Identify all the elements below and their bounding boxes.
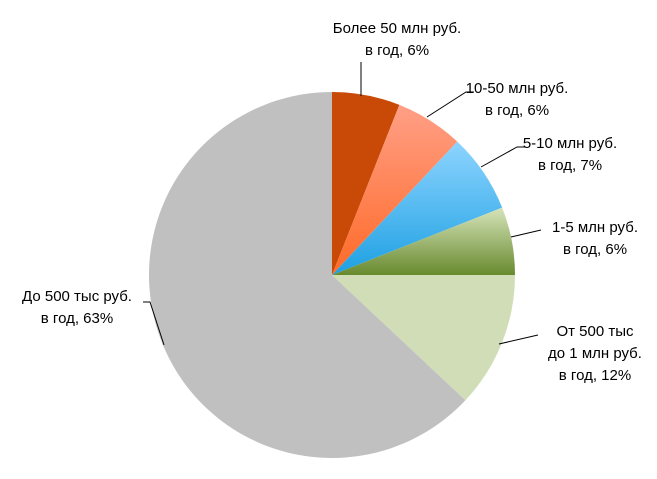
data-label-line: До 500 тыс руб. <box>22 288 132 305</box>
leader-line <box>498 334 539 345</box>
data-label-line: Более 50 млн руб. <box>333 20 461 37</box>
leader-line <box>480 146 525 168</box>
data-label: До 500 тыс руб. в год, 63% <box>22 288 132 327</box>
data-label: Более 50 млн руб. в год, 6% <box>333 20 461 59</box>
pie-slice <box>332 92 400 275</box>
data-label-line: 1-5 млн руб. <box>552 219 638 236</box>
data-label-line: 10-50 млн руб. <box>466 80 569 97</box>
data-label-line: в год, 63% <box>41 310 113 327</box>
data-label-line: в год, 7% <box>538 157 602 174</box>
leader-line <box>510 229 542 238</box>
leader-line <box>426 91 474 118</box>
data-label-line: в год, 6% <box>563 241 627 258</box>
data-label: 5-10 млн руб. в год, 7% <box>523 135 617 174</box>
data-label: От 500 тыс до 1 млн руб. в год, 12% <box>548 323 642 384</box>
data-label-line: От 500 тыс <box>556 323 634 340</box>
data-label-line: в год, 12% <box>559 367 631 384</box>
pie-slice <box>332 104 458 275</box>
leader-line <box>143 301 165 346</box>
data-label: 1-5 млн руб. в год, 6% <box>552 219 638 258</box>
pie-slice <box>332 207 515 275</box>
pie-slice <box>148 92 466 458</box>
pie-slice <box>332 141 503 275</box>
data-label-line: 5-10 млн руб. <box>523 135 617 152</box>
data-label-line: в год, 6% <box>365 42 429 59</box>
data-label-line: в год, 6% <box>485 102 549 119</box>
data-label: 10-50 млн руб. в год, 6% <box>466 80 569 119</box>
pie-slice <box>332 275 515 401</box>
data-label-line: до 1 млн руб. <box>548 345 642 362</box>
